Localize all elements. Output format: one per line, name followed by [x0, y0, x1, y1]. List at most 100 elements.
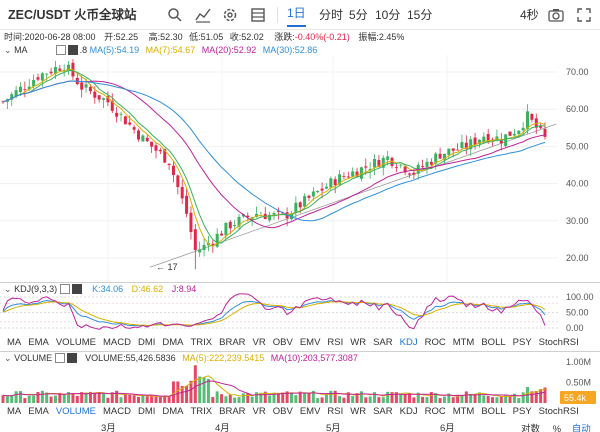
indicator-tab-kdj[interactable]: KDJ: [399, 406, 418, 417]
open-value: 开:52.25: [104, 32, 139, 42]
collapse-icon[interactable]: ⌄: [4, 45, 12, 55]
log-scale-toggle[interactable]: 对数: [521, 424, 541, 432]
gear-icon[interactable]: [221, 6, 239, 24]
volume-axis-label: 1.00M: [566, 357, 591, 367]
candle-body: [543, 128, 547, 137]
candle-body: [386, 156, 390, 160]
indicator-tab-dma[interactable]: DMA: [162, 337, 184, 348]
interval-15m[interactable]: 15分: [407, 8, 433, 22]
indicator-tab-obv[interactable]: OBV: [272, 337, 293, 348]
symbol-title[interactable]: ZEC/USDT 火币全球站: [8, 8, 137, 22]
settings-icon[interactable]: [54, 353, 65, 363]
candle-body: [137, 130, 140, 140]
candle-body: [123, 116, 127, 125]
indicator-tab-stochrsi[interactable]: StochRSI: [538, 337, 579, 348]
indicator-tab-boll[interactable]: BOLL: [481, 406, 506, 417]
indicator-tab-ma[interactable]: MA: [7, 337, 22, 348]
indicator-icon[interactable]: [194, 6, 212, 24]
collapse-icon[interactable]: ⌄: [4, 284, 12, 294]
volume-bar: [176, 381, 180, 403]
indicator-tab-dmi[interactable]: DMI: [137, 337, 156, 348]
refresh-interval[interactable]: 4秒: [520, 8, 539, 22]
settings-icon[interactable]: [55, 45, 66, 55]
volume-bar: [464, 391, 468, 403]
interval-1d[interactable]: 1日: [287, 3, 306, 27]
close-icon[interactable]: [67, 45, 78, 55]
auto-scale-toggle[interactable]: 自动: [571, 424, 591, 432]
indicator-tab-dma[interactable]: DMA: [162, 406, 184, 417]
indicator-tab-roc[interactable]: ROC: [424, 406, 446, 417]
camera-icon[interactable]: [547, 6, 565, 24]
volume-bar: [158, 396, 162, 403]
indicator-tab-brar[interactable]: BRAR: [219, 406, 246, 417]
indicator-tab-trix[interactable]: TRIX: [190, 337, 213, 348]
percent-scale-toggle[interactable]: %: [552, 424, 562, 432]
candle-body: [202, 245, 206, 251]
indicator-tab-roc[interactable]: ROC: [424, 337, 446, 348]
indicator-tab-volume[interactable]: VOLUME: [55, 406, 96, 417]
candle-body: [464, 142, 468, 149]
candle-body: [263, 213, 267, 220]
ma30-legend: MA(30):52.86: [262, 45, 318, 55]
indicator-tab-brar[interactable]: BRAR: [219, 337, 246, 348]
interval-timeline[interactable]: 分时: [319, 8, 344, 22]
indicator-tab-ema[interactable]: EMA: [28, 406, 49, 417]
indicator-tab-vr[interactable]: VR: [252, 406, 266, 417]
candle-body: [272, 213, 276, 215]
indicator-tab-psy[interactable]: PSY: [512, 406, 532, 417]
indicator-tab-macd[interactable]: MACD: [102, 337, 131, 348]
volume-bar: [32, 395, 36, 403]
indicator-tab-obv[interactable]: OBV: [272, 406, 293, 417]
volume-bar: [5, 396, 9, 403]
volume-bar: [298, 391, 302, 403]
indicator-tab-mtm[interactable]: MTM: [452, 337, 475, 348]
indicator-tab-ma[interactable]: MA: [7, 406, 22, 417]
candle-body: [158, 149, 162, 152]
indicator-tab-psy[interactable]: PSY: [512, 337, 532, 348]
indicator-tab-wr[interactable]: WR: [350, 406, 367, 417]
indicator-tab-sar[interactable]: SAR: [373, 406, 393, 417]
candle-body: [220, 233, 224, 236]
close-icon[interactable]: [66, 353, 77, 363]
indicator-tab-stochrsi[interactable]: StochRSI: [538, 406, 579, 417]
search-icon[interactable]: [166, 6, 184, 24]
layout-icon[interactable]: [249, 6, 267, 24]
indicator-tab-kdj[interactable]: KDJ: [399, 337, 418, 348]
indicator-tab-emv[interactable]: EMV: [299, 406, 321, 417]
candle-body: [342, 176, 346, 177]
candle-body: [241, 214, 245, 217]
indicator-tab-rsi[interactable]: RSI: [327, 406, 344, 417]
ma5-legend: MA(5):54.19: [89, 45, 140, 55]
collapse-icon[interactable]: ⌄: [4, 353, 12, 363]
indicator-tab-rsi[interactable]: RSI: [327, 337, 344, 348]
settings-icon[interactable]: [59, 284, 70, 294]
indicator-tab-dmi[interactable]: DMI: [137, 406, 156, 417]
indicator-tab-volume[interactable]: VOLUME: [55, 337, 96, 348]
indicator-tab-macd[interactable]: MACD: [102, 406, 131, 417]
indicator-tab-emv[interactable]: EMV: [299, 337, 321, 348]
indicator-tab-boll[interactable]: BOLL: [481, 337, 506, 348]
volume-bar: [241, 393, 245, 403]
volume-bar: [71, 393, 75, 403]
volume-bar: [180, 385, 184, 403]
kdj-legend-name: KDJ(9,3,3): [14, 284, 58, 294]
indicator-tab-vr[interactable]: VR: [252, 337, 266, 348]
interval-10m[interactable]: 10分: [375, 8, 401, 22]
candle-body: [163, 149, 167, 163]
indicator-tab-sar[interactable]: SAR: [373, 337, 393, 348]
indicator-tab-trix[interactable]: TRIX: [190, 406, 213, 417]
volume-bar: [276, 393, 280, 403]
indicator-tab-mtm[interactable]: MTM: [452, 406, 475, 417]
candle-body: [23, 89, 27, 91]
candle-body: [421, 166, 425, 167]
indicator-tab-wr[interactable]: WR: [350, 337, 367, 348]
fullscreen-icon[interactable]: [575, 6, 593, 24]
indicator-tab-ema[interactable]: EMA: [28, 337, 49, 348]
volume-bar: [534, 391, 538, 403]
volume-bar: [412, 397, 416, 403]
volume-bar: [307, 392, 311, 403]
close-icon[interactable]: [71, 284, 82, 294]
interval-5m[interactable]: 5分: [349, 8, 368, 22]
volume-bar: [102, 393, 106, 403]
